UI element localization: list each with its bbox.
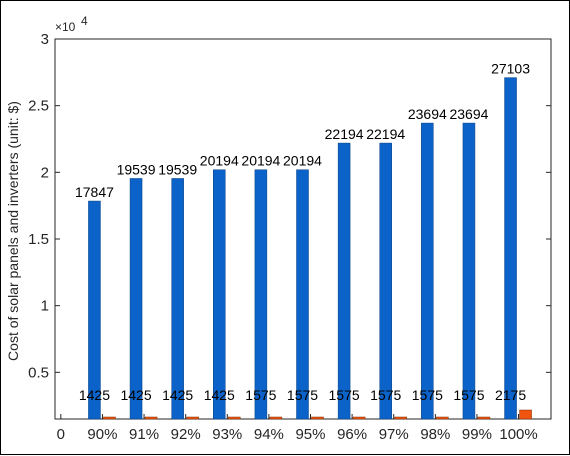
bars xyxy=(88,77,532,420)
x-tick-label: 91% xyxy=(129,426,159,443)
data-label-series-2: 1575 xyxy=(370,387,401,403)
data-label-series-1: 22194 xyxy=(366,126,405,142)
data-label-series-2: 1425 xyxy=(204,387,235,403)
y-tick-label: 1 xyxy=(41,298,49,315)
data-label-series-1: 19539 xyxy=(117,161,156,177)
data-label-series-2: 2175 xyxy=(495,387,526,403)
x-tick-label: 93% xyxy=(212,426,242,443)
x-tick-label: 92% xyxy=(171,426,201,443)
y-tick-label: 0.5 xyxy=(28,364,49,381)
bar-series-1 xyxy=(213,169,226,420)
x-tick-label: 95% xyxy=(295,426,325,443)
data-label-series-2: 1425 xyxy=(79,387,110,403)
data-label-series-1: 23694 xyxy=(408,106,447,122)
bar-series-2 xyxy=(228,416,241,420)
bar-series-2 xyxy=(144,416,158,420)
data-label-series-1: 17847 xyxy=(75,184,114,200)
bar-series-2 xyxy=(103,416,116,420)
bar-series-1 xyxy=(254,169,268,420)
data-label-series-1: 20194 xyxy=(200,153,239,169)
bar-series-2 xyxy=(352,416,366,420)
data-labels: 17847 1425 19539 1425 19539 1425 20194 1425 2019… xyxy=(75,61,530,403)
x-tick-label: 97% xyxy=(379,426,409,443)
bar-series-1 xyxy=(421,122,434,420)
data-label-series-1: 22194 xyxy=(325,126,364,142)
x-tick-label: 0 xyxy=(57,426,65,443)
y-exponent-power: 4 xyxy=(81,14,88,28)
bar-series-2 xyxy=(394,416,407,420)
x-tick-label: 96% xyxy=(337,426,367,443)
tick-labels: 0.5 1 1.5 2 2.5 3 0 90% 91% 92% 93% 94% 95% 96% 97% 98%… xyxy=(28,31,538,443)
bar-series-1 xyxy=(504,77,517,420)
data-label-series-2: 1575 xyxy=(453,387,484,403)
bar-series-2 xyxy=(311,416,324,420)
bar-series-1 xyxy=(379,142,392,420)
y-tick-label: 1.5 xyxy=(28,231,49,248)
y-tick-label: 3 xyxy=(41,31,49,48)
data-label-series-2: 1575 xyxy=(287,387,318,403)
bar-series-1 xyxy=(129,178,143,420)
bar-series-2 xyxy=(186,416,199,420)
data-label-series-2: 1425 xyxy=(162,387,193,403)
bar-series-2 xyxy=(269,416,283,420)
data-label-series-1: 27103 xyxy=(491,61,530,77)
bar-series-1 xyxy=(296,169,309,420)
bar-series-1 xyxy=(171,178,184,420)
x-tick-label: 90% xyxy=(87,426,117,443)
bar-series-1 xyxy=(337,142,351,420)
bar-series-1 xyxy=(88,200,101,420)
data-label-series-2: 1575 xyxy=(245,387,276,403)
data-label-series-2: 1425 xyxy=(120,387,151,403)
x-tick-label: 99% xyxy=(462,426,492,443)
y-axis-title: Cost of solar panels and inverters (unit… xyxy=(5,101,21,361)
y-exponent-base: ×10 xyxy=(55,20,76,34)
data-label-series-1: 20194 xyxy=(241,153,280,169)
x-tick-label: 94% xyxy=(254,426,284,443)
data-label-series-1: 19539 xyxy=(158,161,197,177)
bar-series-2 xyxy=(477,416,491,420)
bar-series-2 xyxy=(436,416,449,420)
bar-series-2 xyxy=(519,409,532,420)
y-tick-label: 2 xyxy=(41,164,49,181)
bar-series-1 xyxy=(462,122,476,420)
data-label-series-1: 23694 xyxy=(449,106,488,122)
data-label-series-2: 1575 xyxy=(329,387,360,403)
x-tick-label: 98% xyxy=(420,426,450,443)
y-tick-label: 2.5 xyxy=(28,98,49,115)
data-label-series-1: 20194 xyxy=(283,153,322,169)
data-label-series-2: 1575 xyxy=(412,387,443,403)
x-tick-label: 100% xyxy=(499,426,537,443)
